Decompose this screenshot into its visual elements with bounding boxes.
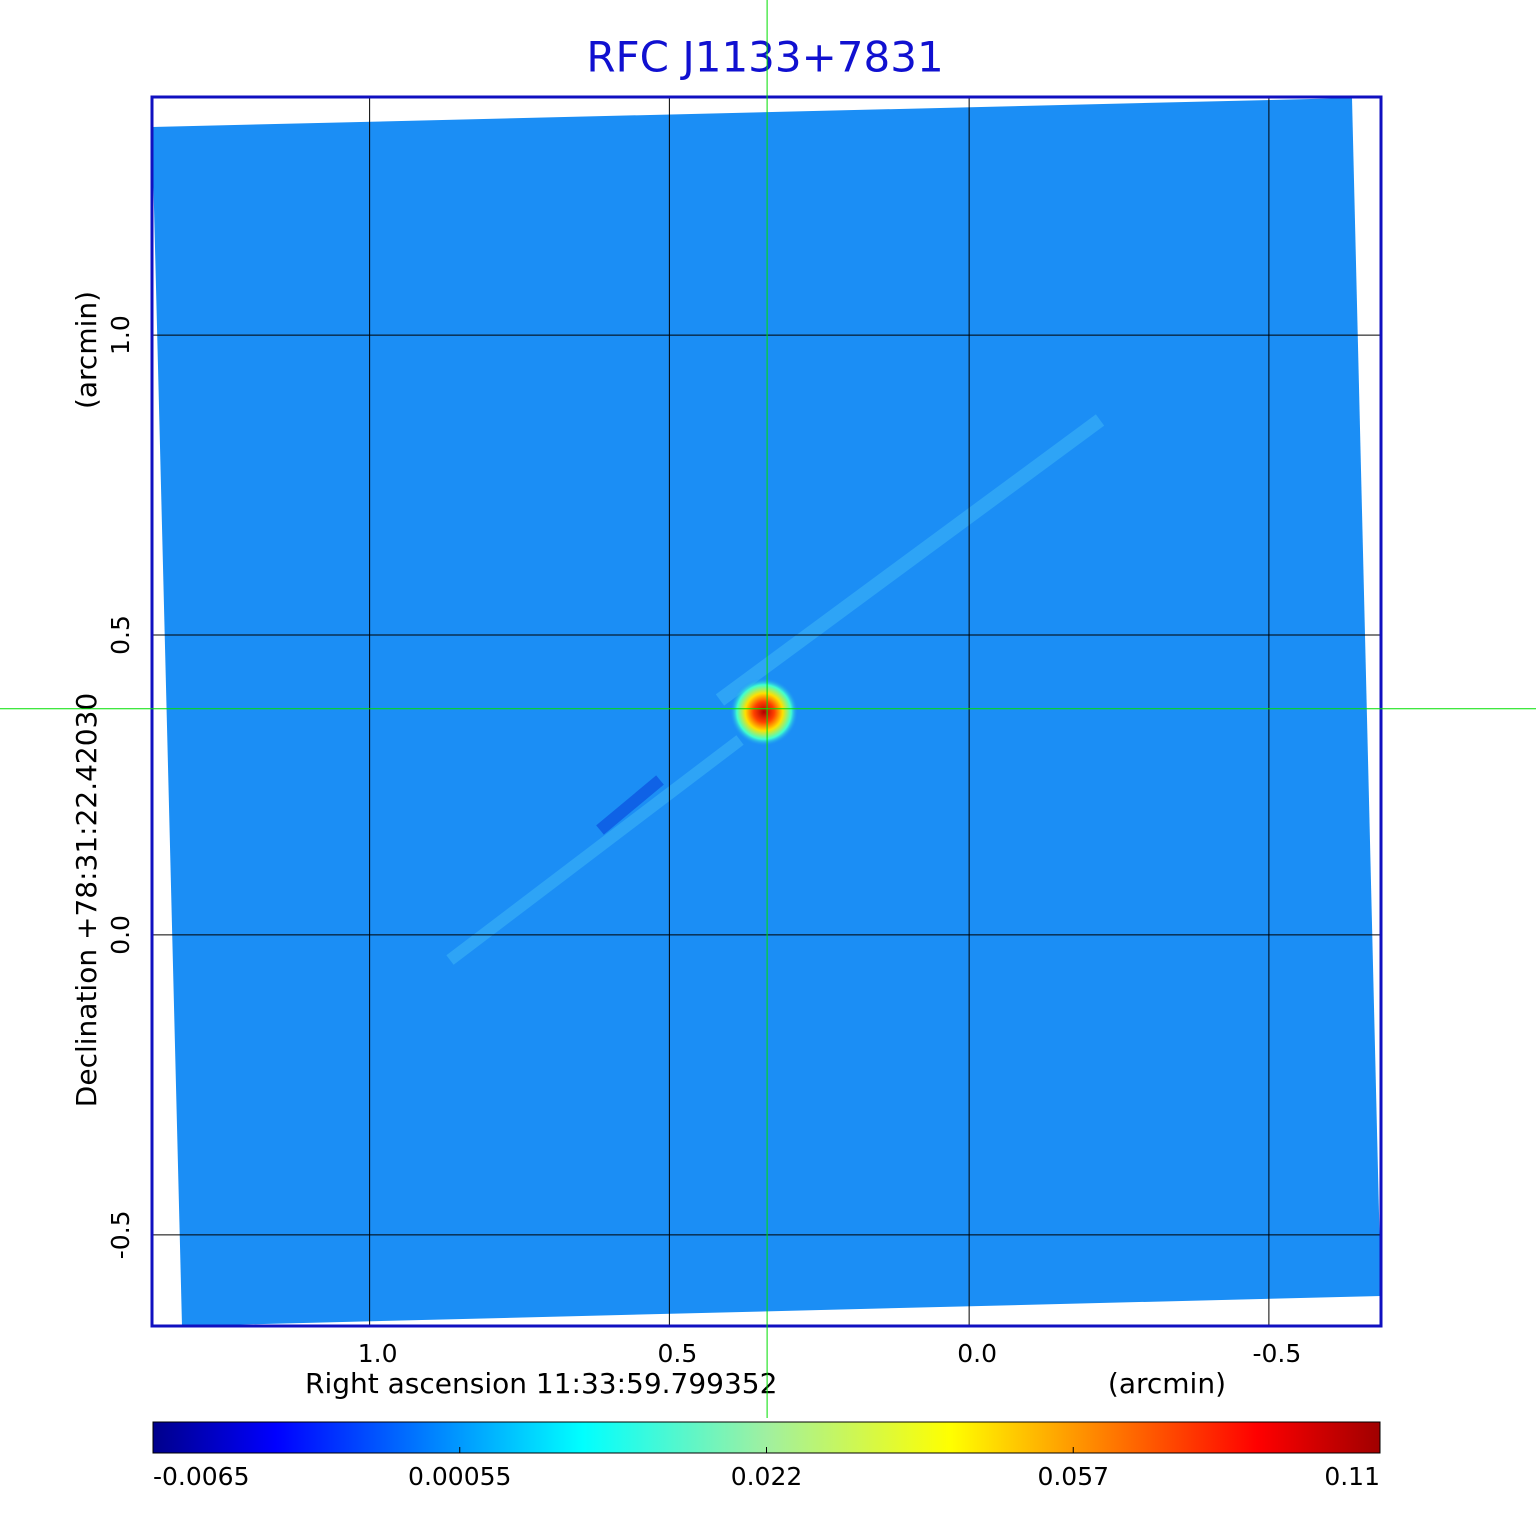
colorbar-tick-label: 0.022 (731, 1462, 803, 1491)
x-axis-unit: (arcmin) (1108, 1367, 1226, 1400)
colorbar-tick-label: 0.11 (1324, 1462, 1380, 1491)
y-axis-label: Declination +78:31:22.42030 (70, 693, 103, 1107)
source-peak (730, 678, 798, 746)
colorbar-tick-label: -0.0065 (153, 1462, 250, 1491)
y-axis-unit: (arcmin) (70, 291, 103, 409)
x-tick-label: -0.5 (1253, 1339, 1302, 1368)
colorbar-tick-label: 0.00055 (408, 1462, 511, 1491)
image-feature (446, 735, 744, 965)
colorbar-tick-label: 0.057 (1037, 1462, 1109, 1491)
y-tick-label: 1.0 (106, 315, 135, 355)
chart-title: RFC J1133+7831 (586, 33, 943, 82)
x-axis-label: Right ascension 11:33:59.799352 (305, 1367, 777, 1400)
x-tick-label: 1.0 (358, 1339, 398, 1368)
y-tick-label: 0.5 (106, 615, 135, 655)
y-tick-label: 0.0 (106, 915, 135, 955)
y-tick-label: -0.5 (106, 1210, 135, 1259)
plot-frame (150, 95, 1383, 1328)
image-feature (596, 775, 664, 835)
x-tick-label: 0.5 (657, 1339, 697, 1368)
image-feature (715, 414, 1105, 706)
x-tick-label: 0.0 (957, 1339, 997, 1368)
